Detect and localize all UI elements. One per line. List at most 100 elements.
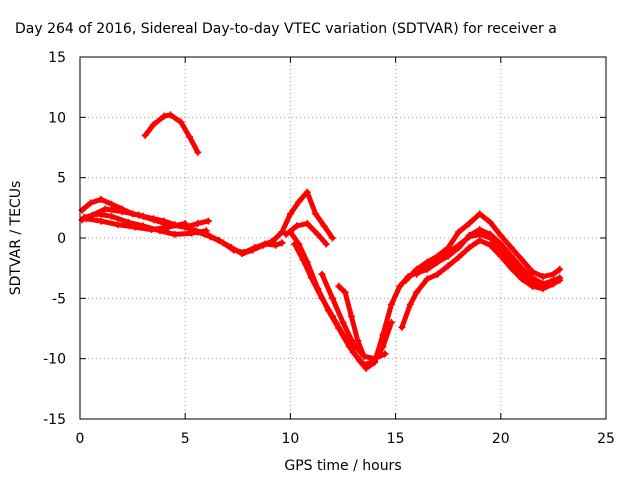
x-tick-label: 5 <box>181 431 190 447</box>
data-point <box>339 318 347 326</box>
data-point <box>286 210 294 218</box>
y-tick-labels: -15 -10 -5 0 5 10 15 <box>43 50 66 428</box>
data-point <box>434 270 442 278</box>
data-point <box>101 205 109 213</box>
data-point <box>486 241 494 249</box>
data-point <box>539 281 547 289</box>
data-point <box>227 244 235 252</box>
data-point <box>282 230 290 238</box>
data-point <box>328 294 336 302</box>
data-point <box>328 312 336 320</box>
data-point <box>402 276 410 284</box>
data-point <box>507 257 515 265</box>
data-point <box>497 245 505 253</box>
data-point <box>97 217 105 225</box>
data-point <box>396 282 404 290</box>
data-point <box>381 350 389 358</box>
data-point <box>293 222 301 230</box>
data-point <box>465 220 473 228</box>
data-point <box>455 253 463 261</box>
data-point <box>272 241 280 249</box>
data-point <box>249 246 257 254</box>
data-point <box>295 198 303 206</box>
data-point <box>171 230 179 238</box>
y-tick-label: 5 <box>57 171 66 187</box>
data-point <box>194 148 202 156</box>
data-point <box>299 256 307 264</box>
data-point <box>444 262 452 270</box>
data-point <box>434 253 442 261</box>
data-point <box>423 275 431 283</box>
data-point <box>164 223 172 231</box>
data-point <box>82 215 90 223</box>
data-point <box>465 233 473 241</box>
chart-title: Day 264 of 2016, Sidereal Day-to-day VTE… <box>15 21 557 37</box>
data-point <box>278 239 286 247</box>
data-point <box>497 252 505 260</box>
data-point <box>312 210 320 218</box>
x-tick-label: 0 <box>76 431 85 447</box>
data-point <box>360 352 368 360</box>
data-point <box>118 207 126 215</box>
grid-layer <box>80 57 606 419</box>
data-point <box>413 270 421 278</box>
data-point <box>318 294 326 302</box>
data-point <box>507 264 515 272</box>
data-point <box>303 220 311 228</box>
series-arc-10 <box>286 226 564 372</box>
data-point <box>150 121 158 129</box>
data-point <box>379 343 387 351</box>
data-point <box>360 361 368 369</box>
series-line <box>203 231 274 257</box>
data-point <box>476 236 484 244</box>
y-tick-label: -15 <box>43 412 66 428</box>
series-arc-16 <box>413 230 557 289</box>
data-point <box>406 300 414 308</box>
data-point <box>97 195 105 203</box>
data-point <box>444 248 452 256</box>
data-point <box>539 273 547 281</box>
data-point <box>318 270 326 278</box>
data-point <box>518 256 526 264</box>
data-point <box>238 250 246 258</box>
data-point <box>194 228 202 236</box>
data-point <box>347 312 355 320</box>
y-tick-label: 0 <box>57 231 66 247</box>
data-point <box>476 210 484 218</box>
data-point <box>114 221 122 229</box>
data-point <box>259 241 267 249</box>
x-axis-label: GPS time / hours <box>284 458 401 474</box>
data-point <box>141 131 149 139</box>
data-point <box>93 210 101 218</box>
data-point <box>549 276 557 284</box>
data-point <box>371 355 379 363</box>
y-tick-label: -5 <box>52 291 66 307</box>
data-point <box>387 300 395 308</box>
data-point <box>528 268 536 276</box>
data-point <box>160 112 168 120</box>
series-arc-9 <box>282 220 330 248</box>
data-point <box>423 262 431 270</box>
series-arc-7 <box>202 230 275 258</box>
data-point <box>335 282 343 290</box>
data-point <box>166 111 174 119</box>
data-point <box>135 211 143 219</box>
data-point <box>350 349 358 357</box>
data-point <box>215 236 223 244</box>
data-point <box>150 216 158 224</box>
series-arc-4 <box>82 215 189 234</box>
data-point <box>204 217 212 225</box>
data-point <box>185 133 193 141</box>
y-tick-label: -10 <box>43 352 66 368</box>
data-point <box>341 288 349 296</box>
series-arc-5 <box>141 111 202 156</box>
y-axis-label: SDTVAR / TECUs <box>8 181 24 296</box>
data-point <box>413 288 421 296</box>
data-point <box>476 230 484 238</box>
data-point <box>398 323 406 331</box>
data-point <box>518 269 526 277</box>
data-point <box>350 340 358 348</box>
data-point <box>270 236 278 244</box>
series-line <box>271 189 335 243</box>
data-point <box>87 199 95 207</box>
